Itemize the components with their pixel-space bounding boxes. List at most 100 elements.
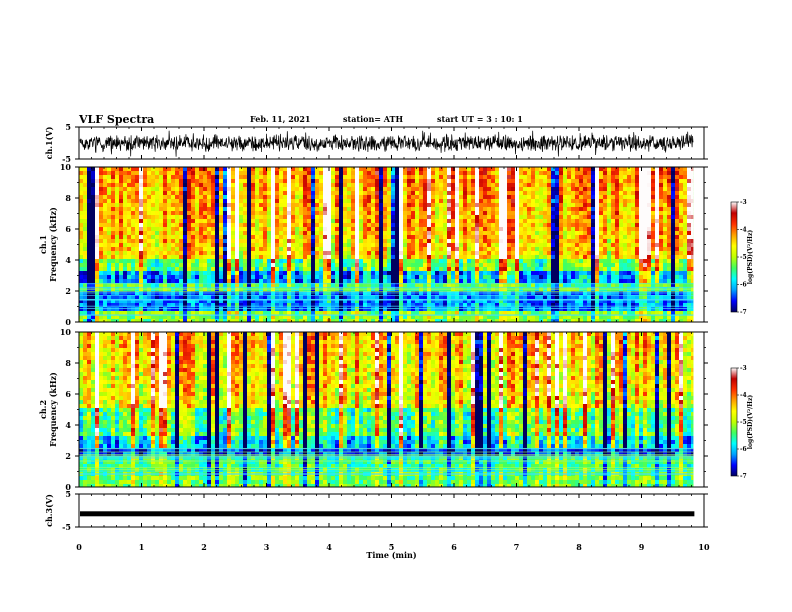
ch1_spectrogram-cell [215, 191, 220, 196]
ch1_spectrogram-cell [203, 283, 208, 288]
ch1_spectrogram-cell [575, 195, 580, 200]
ch1_spectrogram-cell [171, 199, 176, 204]
ch1_spectrogram-cell [431, 231, 436, 236]
ch1_spectrogram-cell [683, 255, 688, 260]
ch1_spectrogram-cell [451, 187, 456, 192]
ch1_spectrogram-cell [519, 239, 524, 244]
ch1_spectrogram-cell [143, 231, 148, 236]
ch1_spectrogram-cell [163, 179, 168, 184]
ch1_spectrogram-cell [391, 259, 396, 264]
ch1_spectrogram-cell [263, 223, 268, 228]
ch1_spectrogram-cell [527, 179, 532, 184]
ch1_spectrogram-cell [295, 279, 300, 284]
ch1_spectrogram-cell [207, 195, 212, 200]
ch1_spectrogram-cell [619, 203, 624, 208]
ch1_spectrogram-cell [423, 215, 428, 220]
ch1_spectrogram-cell [467, 231, 472, 236]
ch1_spectrogram-cell [183, 215, 188, 220]
ch1_spectrogram-cell [307, 199, 312, 204]
ch1_spectrogram-cell [295, 223, 300, 228]
ch1_spectrogram-cell [431, 211, 436, 216]
ch1_spectrogram-cell [607, 251, 612, 256]
ch1_spectrogram-cell [151, 267, 156, 272]
ch1_spectrogram-cell [491, 175, 496, 180]
ch1_spectrogram-cell [255, 175, 260, 180]
ch1_spectrogram-cell [95, 223, 100, 228]
ch1_spectrogram-cell [323, 263, 328, 268]
ch1_spectrogram-cell [199, 203, 204, 208]
ch1_spectrogram-cell [687, 259, 692, 264]
ch1_spectrogram-cell [223, 279, 228, 284]
ch1_spectrogram-cell [159, 211, 164, 216]
ch1_spectrogram-cell [619, 167, 624, 172]
ch1_spectrogram-cell [435, 223, 440, 228]
ch1_spectrogram-cell [175, 271, 180, 276]
ch1_spectrogram-cell [531, 211, 536, 216]
ch1_spectrogram-cell [279, 227, 284, 232]
ch1_spectrogram-cell [619, 239, 624, 244]
ch1_spectrogram-cell [307, 171, 312, 176]
ch1_spectrogram-cell [199, 219, 204, 224]
ch1_spectrogram-cell [159, 199, 164, 204]
ch1_spectrogram-cell [283, 207, 288, 212]
ch1_spectrogram-cell [151, 251, 156, 256]
ch1_spectrogram-cell [175, 235, 180, 240]
ch1_spectrogram-cell [579, 171, 584, 176]
ch1_spectrogram-cell [519, 251, 524, 256]
ch1_spectrogram-cell [203, 199, 208, 204]
ch1_spectrogram-cell [451, 203, 456, 208]
ch1_spectrogram-cell [307, 203, 312, 208]
ch1_spectrogram-cell [527, 207, 532, 212]
ch1_spectrogram-cell [227, 255, 232, 260]
ch1_spectrogram-cell [123, 167, 128, 172]
ch1_spectrogram-cell [507, 259, 512, 264]
ch1_spectrogram-cell [183, 267, 188, 272]
ch1_spectrogram-cell [391, 227, 396, 232]
ch1_spectrogram-cell [131, 223, 136, 228]
ch1_spectrogram-cell [495, 279, 500, 284]
ch1_spectrogram-cell [79, 183, 84, 188]
ch1_spectrogram-cell [307, 251, 312, 256]
ch1_spectrogram-cell [211, 263, 216, 268]
ch1_spectrogram-cell [399, 171, 404, 176]
ch1_spectrogram-cell [559, 255, 564, 260]
ch1_spectrogram-cell [195, 187, 200, 192]
ch1_spectrogram-cell [583, 263, 588, 268]
ch1_spectrogram-cell [267, 267, 272, 272]
ch1_spectrogram-cell [639, 207, 644, 212]
ch1_spectrogram-cell [319, 171, 324, 176]
ch1_spectrogram-cell [367, 235, 372, 240]
ch1_spectrogram-cell [163, 167, 168, 172]
ch1_spectrogram-cell [607, 243, 612, 248]
ch1_spectrogram-cell [403, 247, 408, 252]
ch1_spectrogram-cell [103, 259, 108, 264]
ch1_spectrogram-cell [635, 207, 640, 212]
ch1_spectrogram-cell [207, 179, 212, 184]
ch1_spectrogram-cell [271, 171, 276, 176]
ch1_spectrogram-cell [291, 179, 296, 184]
ch1_spectrogram-cell [475, 199, 480, 204]
ch1_spectrogram-cell [359, 223, 364, 228]
ch1_spectrogram-cell [419, 231, 424, 236]
ch1_spectrogram-cell [271, 199, 276, 204]
ch1_spectrogram-cell [311, 167, 316, 172]
ch1_spectrogram-cell [179, 279, 184, 284]
ch1_spectrogram-cell [83, 195, 88, 200]
ch1_spectrogram-cell [203, 219, 208, 224]
ch1_spectrogram-cell [291, 171, 296, 176]
ch1_spectrogram-cell [223, 211, 228, 216]
ch1_spectrogram-cell [331, 167, 336, 172]
ch1_spectrogram-cell [187, 219, 192, 224]
ch1_spectrogram-cell [499, 219, 504, 224]
ch1_spectrogram-cell [543, 243, 548, 248]
ch1_spectrogram-cell [103, 179, 108, 184]
ch1_spectrogram-cell [435, 275, 440, 280]
ch1_spectrogram-cell [299, 215, 304, 220]
ch1_spectrogram-cell [235, 239, 240, 244]
ch1_spectrogram-cell [287, 195, 292, 200]
ch1_spectrogram-cell [363, 275, 368, 280]
ch1_spectrogram-cell [219, 175, 224, 180]
ch1_spectrogram-cell [227, 247, 232, 252]
ch1_spectrogram-cell [607, 167, 612, 172]
ch1_spectrogram-cell [187, 231, 192, 236]
